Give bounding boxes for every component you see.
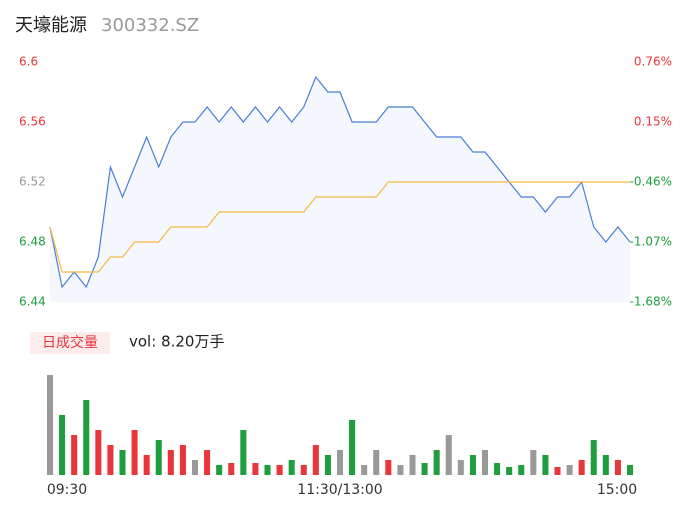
volume-bar xyxy=(300,465,307,475)
volume-bar xyxy=(566,465,573,475)
x-tick-label: 11:30/13:00 xyxy=(297,482,382,498)
volume-bar xyxy=(276,465,283,475)
volume-bar xyxy=(216,465,223,475)
volume-bar xyxy=(602,455,609,475)
volume-bar xyxy=(481,450,489,475)
y-tick-label: 6.52 xyxy=(19,175,46,189)
volume-bar xyxy=(83,400,90,475)
volume-tag: 日成交量 xyxy=(42,334,98,351)
volume-bar xyxy=(288,460,295,475)
y2-tick-label: -1.07% xyxy=(630,235,672,249)
volume-bar xyxy=(46,375,54,475)
price-line xyxy=(49,75,631,289)
x-tick-label: 15:00 xyxy=(597,482,637,498)
volume-bar xyxy=(421,463,428,475)
volume-bar xyxy=(204,450,211,475)
average-line xyxy=(49,181,630,273)
y2-tick-label: 0.15% xyxy=(634,115,672,129)
volume-bar xyxy=(59,415,66,475)
volume-bar xyxy=(494,463,501,475)
volume-bar xyxy=(445,435,452,475)
volume-bar xyxy=(228,463,235,475)
volume-bar xyxy=(409,455,416,475)
volume-bar xyxy=(179,445,186,475)
volume-bar xyxy=(590,440,597,475)
y2-tick-label: -0.46% xyxy=(630,175,672,189)
volume-total: vol: 8.20万手 xyxy=(129,333,224,351)
volume-bar xyxy=(530,450,537,475)
volume-bar xyxy=(252,463,259,475)
volume-bar xyxy=(131,430,138,475)
volume-bar xyxy=(361,465,368,475)
x-tick-label: 09:30 xyxy=(47,482,87,498)
volume-bar xyxy=(349,420,356,475)
volume-bar xyxy=(385,460,392,475)
volume-bar xyxy=(578,460,585,475)
volume-bar xyxy=(457,460,464,475)
stock-code: 300332.SZ xyxy=(101,15,199,36)
y-tick-label: 6.56 xyxy=(19,115,46,129)
volume-bar xyxy=(336,450,344,475)
y-tick-label: 6.6 xyxy=(19,55,38,69)
volume-bar xyxy=(143,455,150,475)
y2-tick-label: -1.68% xyxy=(630,295,672,309)
volume-bar xyxy=(240,430,247,475)
y-tick-label: 6.48 xyxy=(19,235,46,249)
volume-bar xyxy=(469,455,476,475)
volume-bar xyxy=(324,455,331,475)
volume-bar xyxy=(433,450,440,475)
volume-bar xyxy=(506,467,513,475)
stock-name: 天壕能源 xyxy=(15,15,87,36)
volume-bar xyxy=(95,430,102,475)
y2-tick-label: 0.76% xyxy=(634,55,672,69)
volume-bar xyxy=(191,460,199,475)
volume-bar xyxy=(264,465,271,475)
volume-bar xyxy=(614,460,621,475)
volume-bar xyxy=(155,440,162,475)
volume-bar xyxy=(518,465,525,475)
volume-bar xyxy=(542,455,549,475)
volume-bar xyxy=(397,465,404,475)
volume-bar xyxy=(71,435,78,475)
volume-bar xyxy=(554,467,561,475)
volume-tag-bg xyxy=(30,332,110,354)
price-area xyxy=(50,77,630,302)
volume-bar xyxy=(312,445,319,475)
volume-bar xyxy=(373,450,380,475)
volume-bar xyxy=(167,450,174,475)
y-tick-label: 6.44 xyxy=(19,295,46,309)
volume-bar xyxy=(107,445,114,475)
volume-bar xyxy=(626,465,634,475)
volume-bar xyxy=(119,450,126,475)
